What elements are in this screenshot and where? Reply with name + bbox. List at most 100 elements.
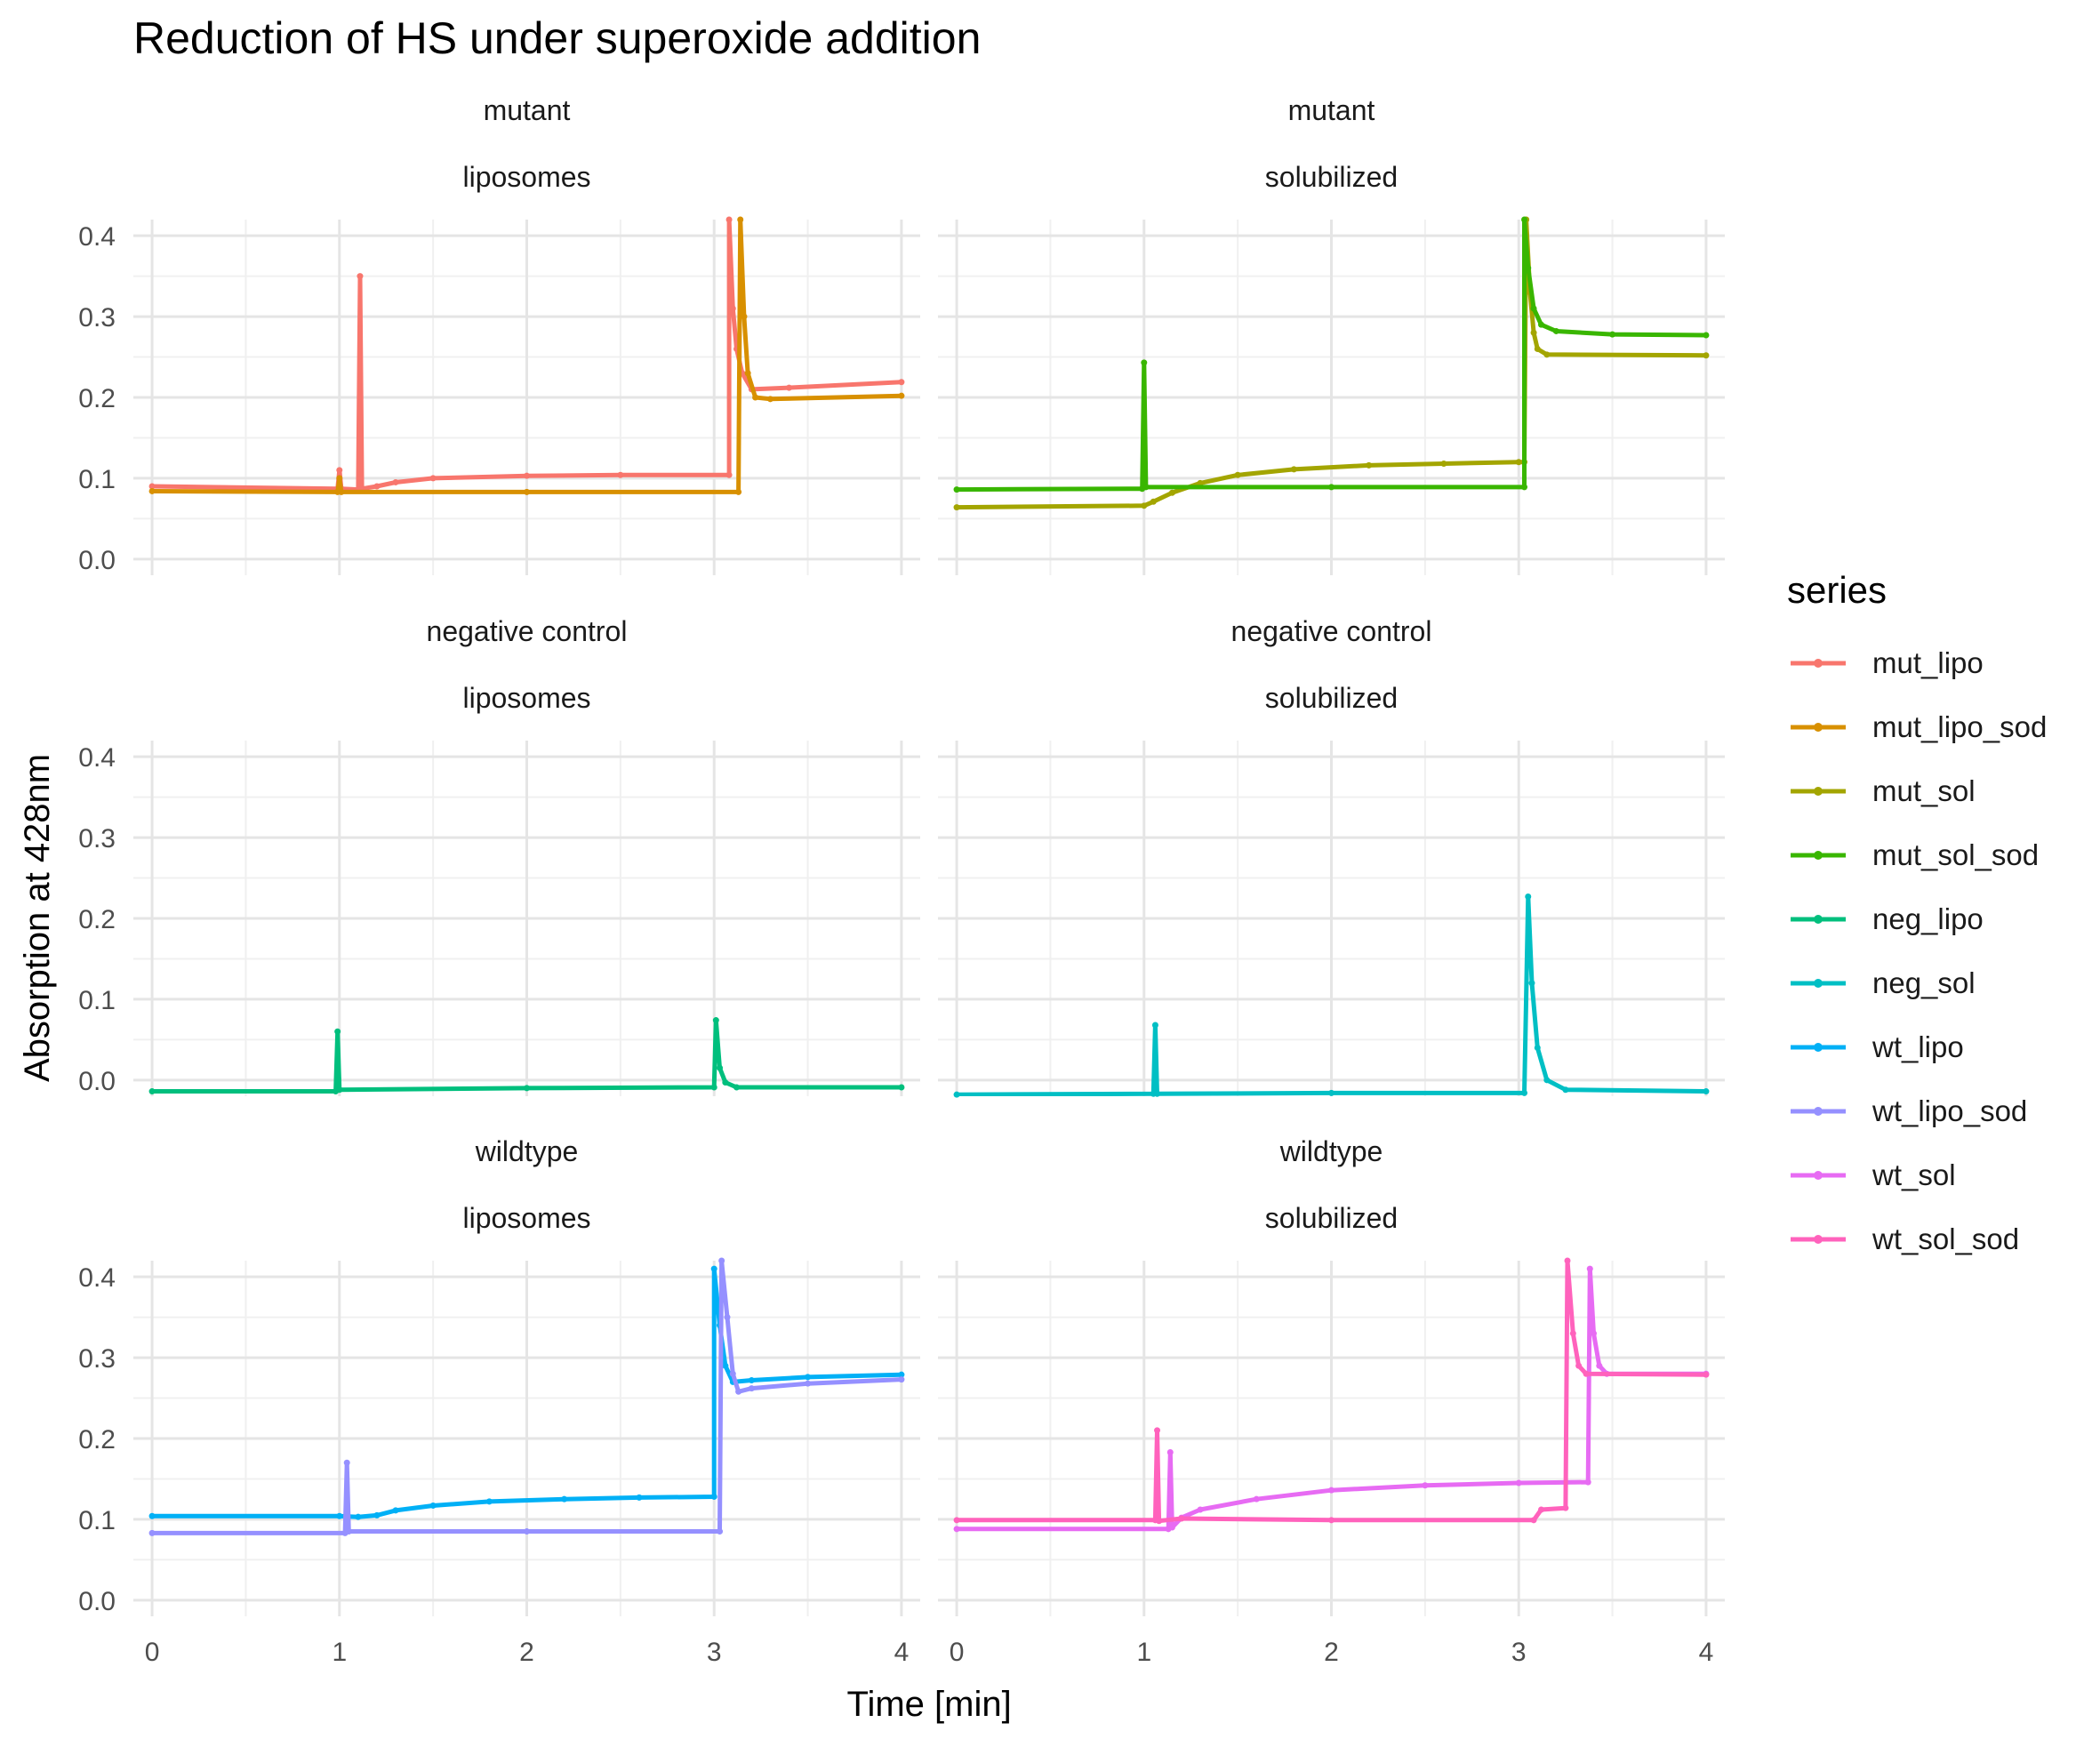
facet-panel: 0.0 0.1 0.2 0.3 0.4 negative control liposomes <box>78 615 920 1096</box>
series-point-neg-sol <box>1543 1077 1551 1084</box>
series-point-wt-lipo <box>355 1513 362 1520</box>
series-point-neg-lipo <box>334 1028 341 1035</box>
legend-key-point <box>1814 723 1823 732</box>
series-point-wt-sol-sod <box>1538 1506 1544 1513</box>
legend-key-swatch <box>1791 1235 1846 1244</box>
series-point-neg-sol <box>1562 1086 1569 1094</box>
facet-panel: mutant solubilized <box>938 94 1725 575</box>
series-point-wt-lipo <box>392 1507 399 1514</box>
series-point-neg-lipo <box>722 1079 729 1086</box>
legend-key-swatch <box>1791 1107 1846 1116</box>
series-point-wt-lipo <box>336 1512 343 1519</box>
x-tick-label: 1 <box>332 1638 347 1667</box>
series-point-wt-sol <box>1586 1265 1593 1272</box>
x-tick-label: 3 <box>707 1638 722 1667</box>
legend-key-point <box>1814 1107 1823 1116</box>
legend-key-point <box>1814 659 1823 668</box>
series-point-wt-lipo <box>373 1511 381 1519</box>
x-tick-label: 4 <box>1699 1638 1714 1667</box>
y-tick-label: 0.0 <box>78 1067 116 1096</box>
legend-items: mut_lipo mut_lipo_sod mut_sol mut_sol_sod ne… <box>1787 631 2047 1271</box>
x-tick-label: 3 <box>1511 1638 1527 1667</box>
facet-panel: negative control solubilized <box>938 615 1725 1098</box>
strip-label-type: liposomes <box>462 161 590 193</box>
series-point-mut-lipo <box>524 472 530 479</box>
series-point-mut-sol <box>1197 479 1204 486</box>
series-point-neg-sol <box>1328 1089 1335 1096</box>
series-point-neg-lipo <box>524 1085 530 1092</box>
series-point-wt-lipo <box>636 1494 643 1501</box>
legend-key-swatch <box>1791 723 1846 732</box>
strip-label-group: negative control <box>1231 615 1432 647</box>
series-point-mut-lipo-sod <box>898 392 905 399</box>
series-point-mut-lipo-sod <box>744 370 751 377</box>
legend-item-neg-sol: neg_sol <box>1787 951 2047 1015</box>
legend-label: wt_lipo_sod <box>1872 1094 2028 1127</box>
series-point-wt-sol <box>1584 1479 1591 1486</box>
series-point-mut-sol <box>1168 489 1175 496</box>
series-point-wt-lipo <box>485 1498 493 1505</box>
series-point-mut-lipo <box>617 471 624 478</box>
series-point-wt-sol <box>1422 1482 1429 1489</box>
series-line-wt-sol <box>954 1266 1709 1532</box>
legend: series mut_lipo mut_lipo_sod mut_sol mut_so… <box>1787 569 2047 1271</box>
series-point-wt-lipo <box>748 1377 755 1384</box>
strip-label-type: solubilized <box>1265 161 1398 193</box>
series-point-mut-sol-sod <box>1552 327 1559 334</box>
series-point-wt-sol-sod <box>1562 1504 1569 1511</box>
series-point-wt-lipo <box>148 1512 156 1519</box>
legend-key-swatch <box>1791 1171 1846 1180</box>
strip-label-group: mutant <box>1288 94 1375 126</box>
series-point-mut-sol <box>1366 461 1373 469</box>
legend-key-swatch <box>1791 659 1846 668</box>
strip-label-type: solubilized <box>1265 682 1398 714</box>
series-point-wt-lipo-sod <box>524 1528 530 1535</box>
series-point-mut-lipo <box>725 216 733 223</box>
series-point-mut-sol-sod <box>1530 305 1537 312</box>
series-point-wt-sol-sod <box>953 1517 960 1524</box>
strip-label-group: wildtype <box>1279 1135 1383 1167</box>
series-point-wt-sol <box>1591 1330 1597 1337</box>
series-point-wt-lipo-sod <box>345 1528 352 1535</box>
series-point-wt-lipo-sod <box>148 1529 156 1536</box>
legend-item-mut-lipo-sod: mut_lipo_sod <box>1787 695 2047 759</box>
legend-key-swatch <box>1791 915 1846 924</box>
series-point-mut-sol-sod <box>1521 484 1528 491</box>
series-point-neg-lipo <box>898 1084 905 1091</box>
strip-label-type: solubilized <box>1265 1202 1398 1234</box>
legend-key-point <box>1814 1171 1823 1180</box>
series-point-wt-sol-sod <box>1156 1518 1163 1525</box>
series-point-wt-lipo-sod <box>898 1376 905 1383</box>
series-point-mut-lipo <box>786 384 792 391</box>
series-point-mut-lipo <box>336 467 343 474</box>
series-point-mut-lipo <box>729 305 736 312</box>
series-point-wt-sol-sod <box>1178 1515 1185 1522</box>
legend-item-mut-sol: mut_sol <box>1787 759 2047 823</box>
y-tick-label: 0.3 <box>78 824 116 853</box>
series-point-mut-lipo-sod <box>737 216 744 223</box>
series-point-mut-lipo-sod <box>524 488 530 495</box>
facet-panel: 0.0 0.1 0.2 0.3 0.4 mutant liposomes <box>78 94 920 575</box>
series-point-wt-sol-sod <box>1703 1371 1710 1378</box>
series-point-wt-sol-sod <box>1569 1330 1576 1337</box>
legend-item-neg-lipo: neg_lipo <box>1787 887 2047 951</box>
series-point-mut-sol <box>1141 502 1148 509</box>
series-point-wt-sol-sod <box>1575 1362 1583 1369</box>
series-point-mut-lipo <box>392 478 399 485</box>
series-point-mut-sol-sod <box>1525 265 1532 272</box>
y-tick-label: 0.4 <box>78 1263 116 1293</box>
series-point-mut-lipo-sod <box>148 487 156 494</box>
strip-label-type: liposomes <box>462 682 590 714</box>
y-tick-label: 0.4 <box>78 222 116 252</box>
series-point-mut-sol-sod <box>1521 216 1528 223</box>
series-point-mut-sol-sod <box>1142 484 1150 491</box>
legend-item-wt-sol-sod: wt_sol_sod <box>1787 1207 2047 1271</box>
series-point-mut-lipo-sod <box>752 394 759 401</box>
y-tick-label: 0.0 <box>78 1587 116 1616</box>
series-point-mut-sol <box>1534 345 1541 352</box>
series-point-neg-sol <box>1703 1088 1710 1095</box>
series-point-mut-sol-sod <box>953 486 960 493</box>
series-point-mut-lipo <box>357 273 364 280</box>
series-point-wt-sol <box>1253 1495 1260 1503</box>
